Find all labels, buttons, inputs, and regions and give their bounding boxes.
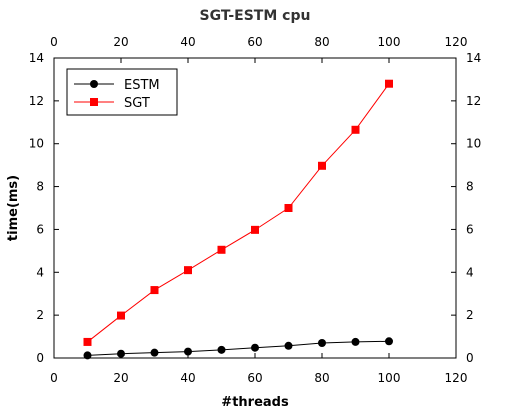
y-tick-label-right: 0 [466, 351, 474, 365]
legend-box [66, 68, 178, 116]
y-tick-label-right: 6 [466, 222, 474, 236]
y-tick-label: 10 [29, 137, 44, 151]
x-tick-label-top: 120 [445, 35, 468, 49]
data-point-sgt [318, 161, 326, 170]
y-tick-label-right: 14 [466, 51, 481, 65]
x-tick-label: 100 [378, 371, 401, 385]
y-tick-label-right: 10 [466, 137, 481, 151]
legend-label-sgt: SGT [124, 96, 150, 111]
data-point-estm [184, 347, 192, 356]
legend-label-estm: ESTM [124, 78, 160, 93]
x-tick-label: 0 [50, 371, 58, 385]
y-tick-label: 2 [36, 308, 44, 322]
data-point-estm [150, 348, 159, 357]
data-point-estm [117, 349, 125, 358]
y-tick-label: 12 [29, 94, 44, 108]
y-tick-label: 6 [36, 222, 44, 236]
y-axis-label: time(ms) [6, 175, 21, 241]
y-tick-label-right: 12 [466, 94, 481, 108]
series-layer [83, 79, 393, 360]
x-axis-label: #threads [221, 395, 289, 410]
legend-marker-estm [90, 80, 98, 88]
data-point-sgt [117, 311, 125, 320]
data-point-sgt [217, 245, 226, 254]
y-tick-label-right: 4 [466, 265, 474, 279]
y-tick-label-right: 8 [466, 180, 474, 194]
data-point-sgt [351, 125, 360, 134]
data-point-estm [83, 351, 92, 360]
data-point-estm [385, 337, 393, 346]
data-point-sgt [83, 337, 92, 346]
data-point-estm [217, 345, 226, 354]
x-tick-label-top: 20 [113, 35, 128, 49]
data-point-sgt [284, 204, 293, 212]
data-point-estm [351, 337, 360, 346]
series-line-estm [87, 340, 390, 356]
x-tick-label-top: 80 [314, 35, 329, 49]
data-point-sgt [184, 266, 192, 275]
x-tick-label: 40 [180, 371, 195, 385]
x-tick-label-top: 40 [180, 35, 195, 49]
data-point-sgt [385, 79, 393, 88]
y-tick-label: 4 [36, 265, 44, 279]
x-tick-label: 60 [247, 371, 262, 385]
data-point-sgt [150, 286, 159, 295]
series-sgt [83, 79, 393, 346]
series-estm [83, 337, 393, 360]
y-tick-label: 0 [36, 351, 44, 365]
x-tick-label: 120 [445, 371, 468, 385]
y-tick-label: 14 [29, 51, 44, 65]
legend-marker-sgt [90, 98, 98, 106]
chart-title: SGT-ESTM cpu [200, 8, 311, 24]
series-line-sgt [87, 83, 390, 343]
data-point-estm [251, 343, 259, 352]
x-tick-label: 80 [314, 371, 329, 385]
x-tick-label-top: 0 [50, 35, 58, 49]
legend: ESTM SGT [66, 68, 178, 116]
x-tick-label-top: 60 [247, 35, 262, 49]
x-tick-label: 20 [113, 371, 128, 385]
data-point-estm [284, 341, 293, 350]
y-tick-label: 8 [36, 180, 44, 194]
y-tick-label-right: 2 [466, 308, 474, 322]
data-point-estm [318, 339, 326, 347]
data-point-sgt [251, 225, 259, 234]
x-tick-label-top: 100 [378, 35, 401, 49]
